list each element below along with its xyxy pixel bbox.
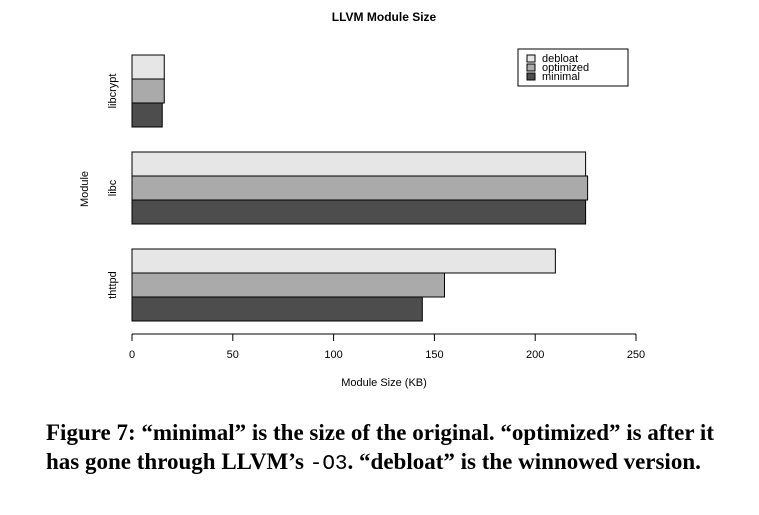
bars-group — [131, 54, 589, 322]
bar-thttpd-debloat — [131, 248, 556, 274]
bar-libc-optimized — [131, 175, 589, 201]
legend-box — [517, 48, 629, 87]
y-axis-label: Module — [79, 171, 91, 207]
caption-prefix: Figure 7: “minimal” is the size of the o… — [46, 420, 714, 474]
x-tick-label-100: 100 — [324, 349, 342, 361]
x-tick-label-50: 50 — [227, 349, 239, 361]
caption-suffix: . “debloat” is the winnowed version. — [347, 449, 701, 474]
bar-thttpd-optimized — [131, 272, 445, 298]
category-label-libcrypt: libcrypt — [107, 74, 119, 109]
legend-swatch-debloat — [526, 54, 536, 63]
x-tick-label-200: 200 — [526, 349, 544, 361]
x-tick-label-250: 250 — [627, 349, 645, 361]
bar-libc-debloat — [131, 151, 587, 177]
chart-title: LLVM Module Size — [332, 10, 437, 24]
x-axis-label: Module Size (KB) — [341, 377, 427, 389]
bar-libcrypt-minimal — [131, 102, 163, 128]
figure-caption: Figure 7: “minimal” is the size of the o… — [46, 418, 726, 479]
bar-libcrypt-debloat — [131, 54, 165, 80]
bar-libc-minimal — [131, 199, 587, 225]
category-labels: thttpd libc libcrypt — [107, 74, 119, 299]
x-axis: 0 50 100 150 200 250 — [129, 333, 645, 361]
caption-code: -O3 — [309, 453, 348, 476]
legend-swatch-minimal — [526, 72, 536, 81]
legend-label-debloat: debloat — [542, 53, 578, 65]
legend-label-optimized: optimized — [542, 62, 589, 74]
category-label-thttpd: thttpd — [107, 271, 119, 299]
bar-thttpd-minimal — [131, 296, 423, 322]
x-tick-label-0: 0 — [129, 349, 135, 361]
bar-chart: LLVM Module Size thttpd libc libcrypt 0 50 1… — [79, 10, 645, 389]
x-tick-label-150: 150 — [425, 349, 443, 361]
bar-libcrypt-optimized — [131, 78, 165, 104]
legend-swatch-optimized — [526, 63, 536, 72]
legend-label-minimal: minimal — [542, 71, 580, 83]
category-label-libc: libc — [107, 179, 119, 196]
